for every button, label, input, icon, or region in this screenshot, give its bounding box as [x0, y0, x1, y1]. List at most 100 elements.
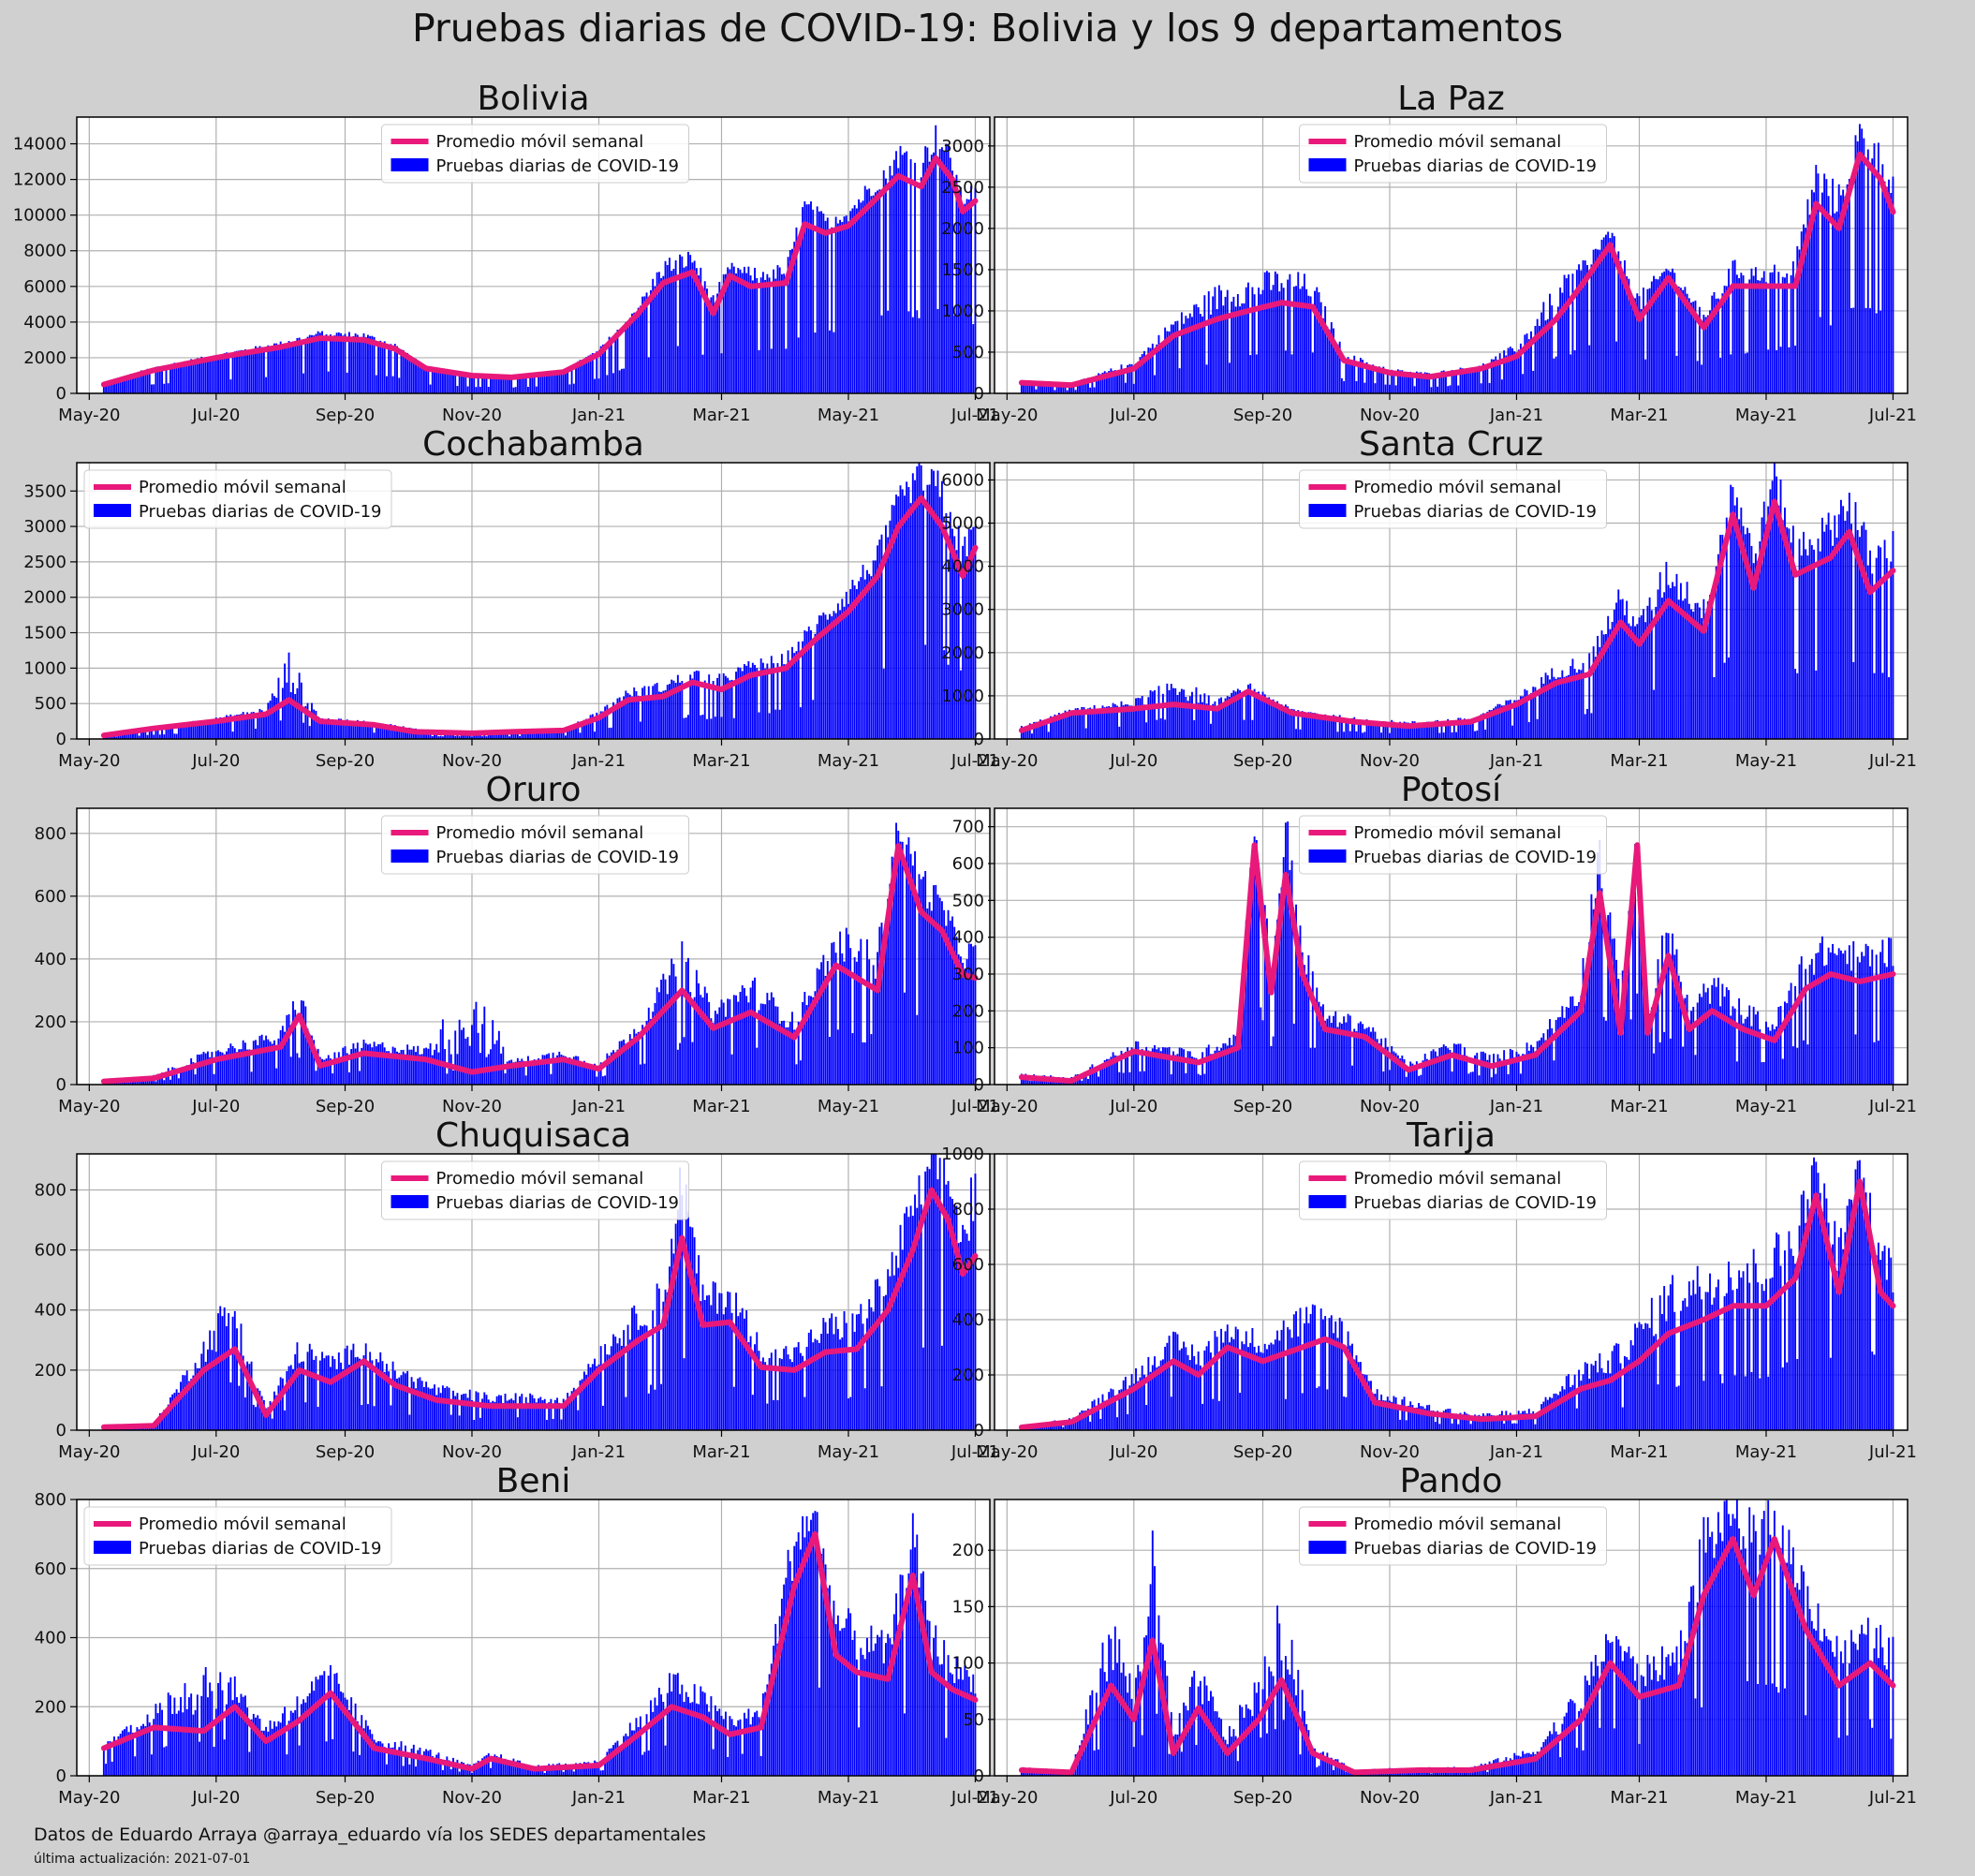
bar [1086, 1078, 1089, 1085]
bar [708, 1711, 711, 1776]
bar [144, 370, 147, 393]
y-tick-label: 3500 [23, 481, 66, 501]
bar [1270, 1671, 1273, 1776]
bar [585, 1762, 588, 1776]
bar [1157, 334, 1160, 393]
bar [967, 1240, 970, 1430]
bar [1542, 302, 1545, 393]
bar [1832, 1651, 1834, 1776]
bar [1253, 294, 1256, 393]
bar [1619, 1024, 1622, 1085]
bar [543, 373, 546, 393]
bar [1438, 1424, 1441, 1430]
bar [1118, 369, 1121, 393]
bar [1069, 384, 1070, 393]
bar [870, 1034, 873, 1085]
bar [1682, 289, 1685, 393]
bar [184, 1375, 186, 1430]
bar [1403, 373, 1406, 393]
bar [214, 356, 217, 393]
bar [300, 339, 302, 393]
bar [1599, 839, 1601, 1085]
bar [957, 1243, 960, 1430]
bar [1584, 1676, 1586, 1776]
bar [1682, 1300, 1685, 1430]
bar [853, 957, 856, 1085]
bar [855, 588, 858, 739]
bar [533, 374, 536, 393]
bar [287, 1013, 290, 1085]
bar [1274, 1729, 1276, 1776]
bar [1374, 1031, 1377, 1085]
bar [1570, 997, 1572, 1085]
bar [543, 729, 546, 739]
bar [325, 334, 328, 393]
bar [330, 1366, 332, 1430]
bar [158, 734, 161, 739]
bar [391, 727, 394, 739]
bar [379, 1741, 382, 1776]
bar [892, 1614, 895, 1776]
bar [880, 1630, 883, 1776]
bar [1599, 1727, 1601, 1776]
bar [1798, 1589, 1801, 1776]
bar [833, 611, 835, 739]
bar [812, 700, 815, 739]
bar [1241, 693, 1244, 739]
bar [194, 359, 197, 393]
bar [635, 1313, 638, 1430]
bar [1062, 713, 1065, 739]
bar [452, 1070, 454, 1085]
bar [377, 1043, 379, 1085]
bar [618, 1337, 621, 1430]
bar [105, 1764, 108, 1776]
bar [920, 1204, 922, 1430]
bar [1258, 1682, 1260, 1776]
bar [1355, 1031, 1358, 1085]
bar [758, 1010, 760, 1085]
bar [712, 295, 715, 393]
bar [1858, 1633, 1861, 1776]
bar [330, 1058, 332, 1085]
bar [1527, 1050, 1530, 1085]
bar [797, 1532, 800, 1776]
bar [1343, 731, 1346, 739]
bar [834, 1624, 837, 1776]
bar [1735, 497, 1738, 739]
bar-series [102, 125, 977, 394]
bar [211, 719, 214, 739]
bar [306, 1028, 309, 1085]
bar [431, 1055, 434, 1085]
bar [911, 317, 914, 393]
bar [868, 1299, 871, 1430]
bar [1757, 560, 1760, 739]
bar [1292, 1314, 1295, 1430]
bar [1434, 1422, 1437, 1430]
bar [747, 1002, 750, 1085]
bar [539, 1767, 542, 1776]
bar [1423, 1054, 1426, 1085]
bar [764, 279, 767, 393]
bar [1157, 686, 1160, 739]
bar [1688, 298, 1690, 393]
bar [718, 281, 721, 393]
bar [604, 1344, 607, 1430]
legend-bar-label: Pruebas diarias de COVID-19 [436, 848, 680, 867]
bar [756, 1710, 759, 1776]
bar [279, 1722, 282, 1776]
bar [508, 1399, 510, 1430]
bar [1549, 1731, 1551, 1776]
bar [761, 1357, 764, 1430]
bar [730, 1054, 733, 1085]
bar [417, 1378, 420, 1430]
bar [304, 1702, 307, 1776]
bar [743, 1318, 745, 1430]
bar [577, 1056, 580, 1085]
bar [1815, 953, 1818, 1085]
bar [362, 332, 365, 393]
bar [1752, 275, 1755, 393]
bar [228, 1048, 230, 1085]
bar [1083, 1411, 1085, 1430]
bar [1846, 184, 1849, 393]
bar [1095, 1405, 1098, 1430]
